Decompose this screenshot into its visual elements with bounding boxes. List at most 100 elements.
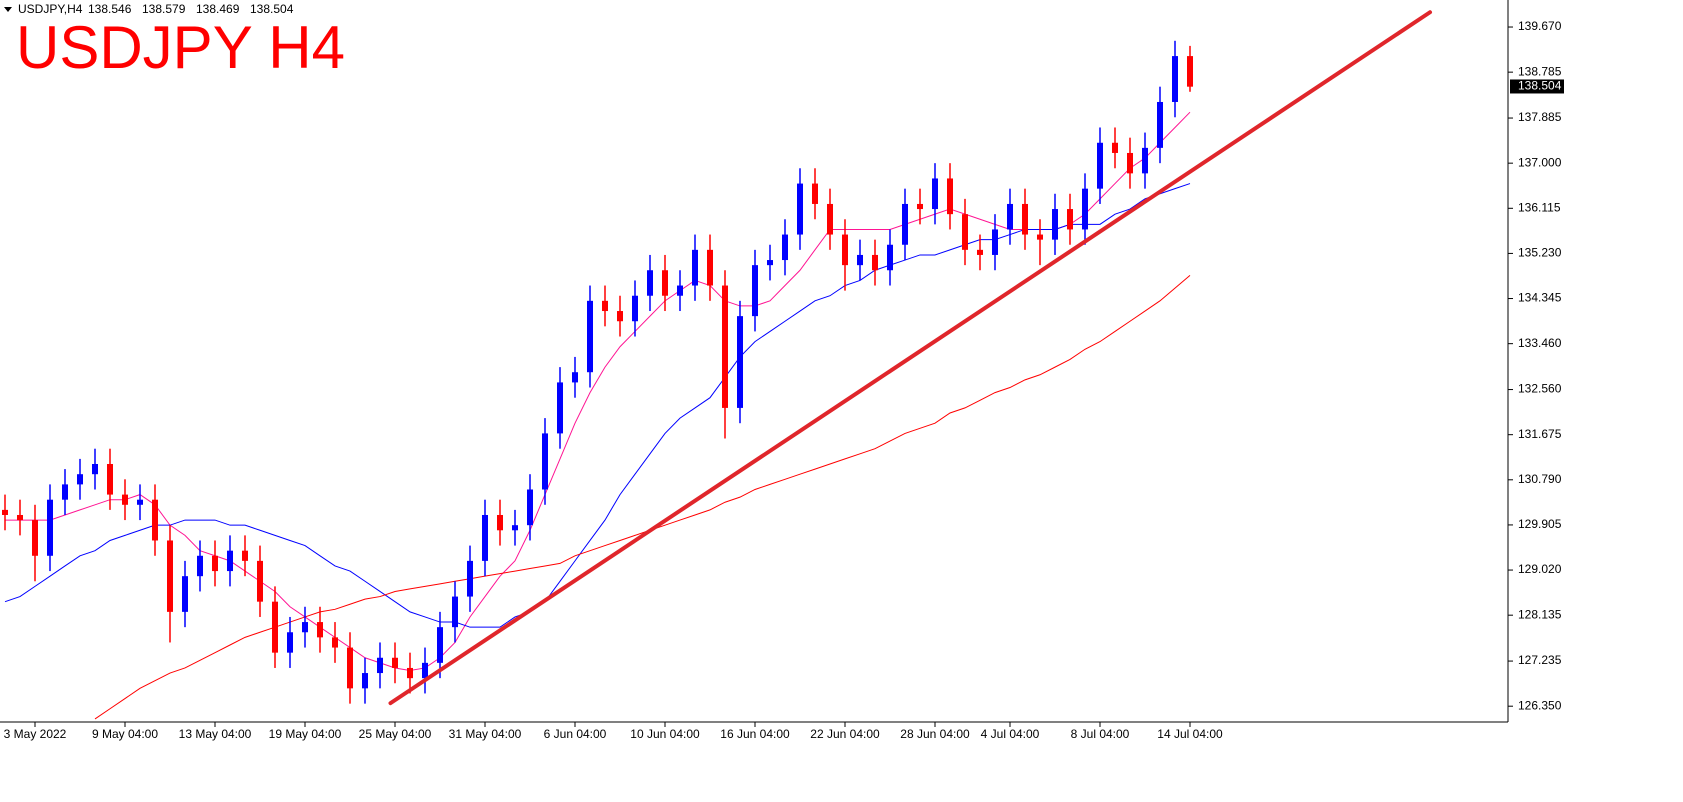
candle-body xyxy=(77,474,83,485)
candle-body xyxy=(272,601,278,653)
candle-body xyxy=(1052,209,1058,240)
y-tick-label: 134.345 xyxy=(1518,291,1562,305)
current-price-box xyxy=(1510,79,1564,94)
candle-body xyxy=(137,499,143,505)
candle-body xyxy=(617,311,623,322)
y-tick-label: 126.350 xyxy=(1518,698,1562,712)
candle-body xyxy=(797,183,803,235)
x-tick-label: 13 May 04:00 xyxy=(179,727,252,741)
y-tick-label: 133.460 xyxy=(1518,336,1562,350)
y-tick-label: 127.235 xyxy=(1518,653,1562,667)
candle-body xyxy=(812,183,818,204)
y-tick-label: 137.885 xyxy=(1518,110,1562,124)
candle-body xyxy=(152,499,158,541)
candle-body xyxy=(227,550,233,572)
candle-body xyxy=(347,647,353,689)
candle-body xyxy=(2,509,8,515)
candle-body xyxy=(92,463,98,475)
candle-body xyxy=(842,234,848,266)
candle-body xyxy=(1142,147,1148,174)
candle-body xyxy=(122,494,128,505)
candle-body xyxy=(467,560,473,597)
candle-body xyxy=(647,270,653,296)
quote-close: 138.504 xyxy=(250,2,294,16)
moving-average xyxy=(5,111,1191,672)
candle-body xyxy=(992,229,998,255)
quote-low: 138.469 xyxy=(196,2,240,16)
candle-body xyxy=(542,433,548,490)
candle-body xyxy=(887,244,893,271)
candle-body xyxy=(1157,101,1163,148)
candle-body xyxy=(692,249,698,286)
x-tick-label: 4 Jul 04:00 xyxy=(981,727,1040,741)
y-tick-label: 129.020 xyxy=(1518,562,1562,576)
x-tick-label: 31 May 04:00 xyxy=(449,727,522,741)
candle-body xyxy=(947,178,953,215)
candle-body xyxy=(587,300,593,373)
x-tick-label: 16 Jun 04:00 xyxy=(720,727,790,741)
candle-body xyxy=(1097,142,1103,189)
x-tick-label: 6 Jun 04:00 xyxy=(544,727,607,741)
candle-body xyxy=(32,520,38,556)
candle-body xyxy=(422,662,428,679)
candle-body xyxy=(557,382,563,434)
y-tick-label: 137.000 xyxy=(1518,155,1562,169)
candle-body xyxy=(482,514,488,561)
candle-body xyxy=(752,265,758,317)
x-tick-label: 19 May 04:00 xyxy=(269,727,342,741)
candle-body xyxy=(287,632,293,653)
candle-body xyxy=(257,560,263,602)
x-tick-label: 3 May 2022 xyxy=(4,727,67,741)
candle-body xyxy=(527,489,533,526)
y-tick-label: 139.670 xyxy=(1518,19,1562,33)
candle-body xyxy=(902,203,908,245)
y-tick-label: 129.905 xyxy=(1518,517,1562,531)
candle-body xyxy=(1007,203,1013,230)
candle-body xyxy=(182,576,188,612)
trendline xyxy=(388,10,1432,706)
y-tick-label: 138.785 xyxy=(1518,64,1562,78)
candle-body xyxy=(332,637,338,648)
candle-body xyxy=(767,260,773,266)
candle-body xyxy=(707,249,713,286)
candle-body xyxy=(212,555,218,572)
candle-body xyxy=(317,622,323,638)
candle-body xyxy=(827,203,833,235)
candle-body xyxy=(782,234,788,261)
y-tick-label: 136.115 xyxy=(1518,200,1561,214)
candle-body xyxy=(962,214,968,250)
candle-body xyxy=(1127,152,1133,174)
candle-body xyxy=(302,622,308,633)
candle-body xyxy=(602,300,608,312)
symbol: USDJPY,H4 xyxy=(18,2,83,16)
candle-body xyxy=(677,285,683,296)
candle-body xyxy=(737,316,743,408)
candle-body xyxy=(62,484,68,500)
candle-body xyxy=(857,254,863,266)
y-tick-label: 130.790 xyxy=(1518,472,1562,486)
chart-title: USDJPY H4 xyxy=(16,14,345,81)
candle-body xyxy=(1067,209,1073,230)
candle-body xyxy=(47,499,53,556)
y-tick-label: 128.135 xyxy=(1518,607,1562,621)
candle-body xyxy=(632,295,638,322)
y-tick-label: 131.675 xyxy=(1518,427,1562,441)
x-tick-label: 28 Jun 04:00 xyxy=(900,727,970,741)
candle-body xyxy=(362,673,368,689)
candle-body xyxy=(242,550,248,561)
menu-arrow xyxy=(4,7,12,12)
candle-body xyxy=(917,203,923,210)
y-tick-label: 135.230 xyxy=(1518,246,1562,260)
candle-body xyxy=(17,514,23,521)
candle-body xyxy=(452,596,458,628)
candle-body xyxy=(107,463,113,495)
candle-body xyxy=(407,667,413,679)
x-tick-label: 10 Jun 04:00 xyxy=(630,727,700,741)
candle-body xyxy=(932,178,938,210)
y-tick-label: 132.560 xyxy=(1518,382,1562,396)
x-tick-label: 14 Jul 04:00 xyxy=(1157,727,1223,741)
x-tick-label: 9 May 04:00 xyxy=(92,727,158,741)
candle-body xyxy=(572,372,578,383)
candle-body xyxy=(1037,234,1043,240)
